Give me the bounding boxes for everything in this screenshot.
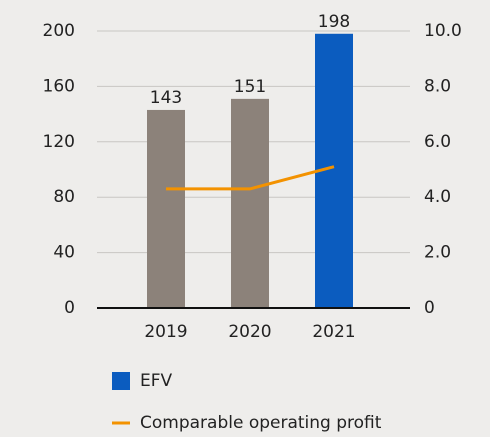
y2-tick-label: 4.0 xyxy=(424,187,451,207)
y2-tick-label: 6.0 xyxy=(424,132,451,152)
data-label: 143 xyxy=(150,88,182,108)
y-tick-label: 80 xyxy=(53,187,75,207)
y2-tick-label: 8.0 xyxy=(424,76,451,96)
y-tick-label: 160 xyxy=(43,76,75,96)
line xyxy=(166,165,335,191)
x-tick-label: 2019 xyxy=(144,322,187,342)
legend-label: EFV xyxy=(140,371,173,391)
y2-tick-label: 0 xyxy=(424,298,435,318)
x-tick-label: 2021 xyxy=(312,322,355,342)
y-tick-label: 200 xyxy=(43,21,75,41)
y2-tick-label: 10.0 xyxy=(424,21,462,41)
y2-tick-label: 2.0 xyxy=(424,243,451,263)
y-tick-label: 0 xyxy=(64,298,75,318)
y-tick-label: 120 xyxy=(43,132,75,152)
x-tick-label: 2020 xyxy=(228,322,271,342)
y-tick-label: 40 xyxy=(53,243,75,263)
data-label: 198 xyxy=(318,12,350,32)
legend-swatch xyxy=(112,372,130,390)
bar xyxy=(147,109,185,308)
bar xyxy=(231,98,269,309)
legend-label: Comparable operating profit xyxy=(140,413,382,433)
data-label: 151 xyxy=(234,77,266,97)
